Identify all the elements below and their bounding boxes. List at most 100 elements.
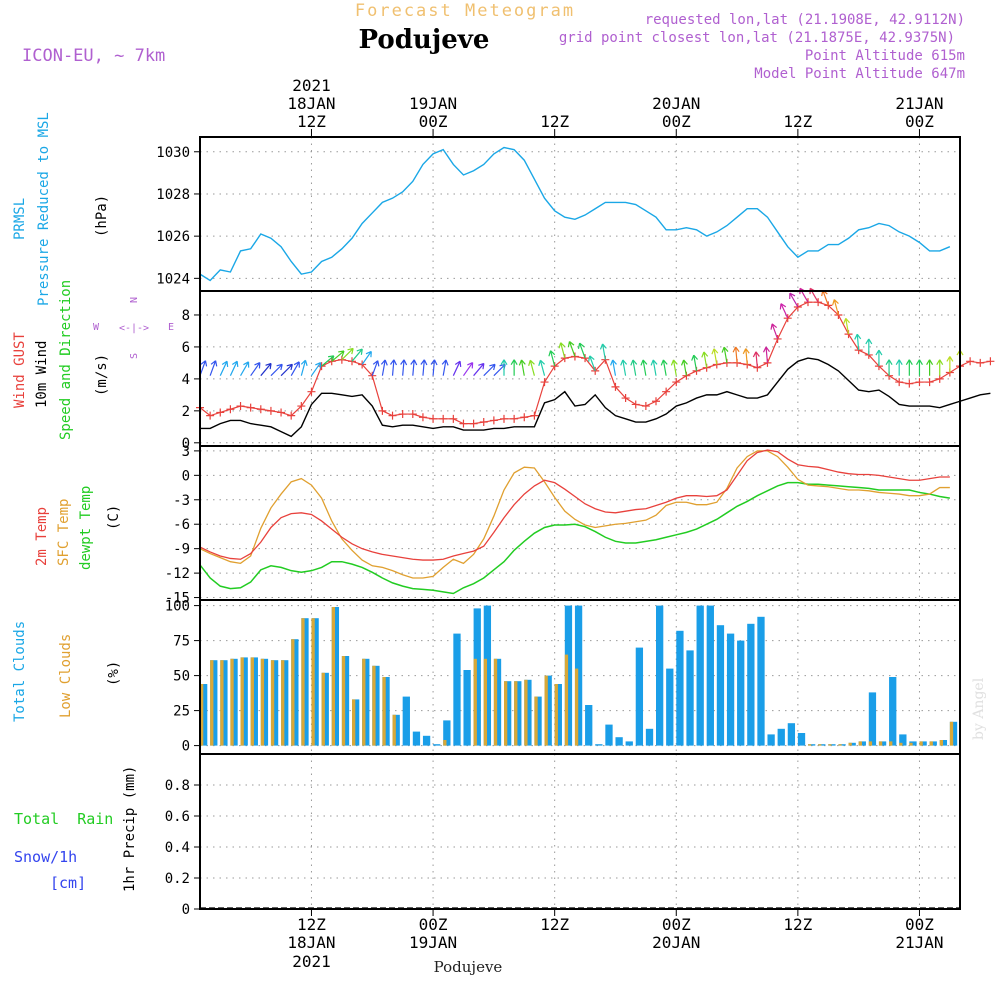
total-cloud-bar — [676, 630, 684, 746]
panel-frame — [199, 290, 961, 447]
wind-direction-arrow — [510, 359, 518, 376]
total-cloud-bar — [392, 714, 400, 746]
total-cloud-bar — [443, 720, 451, 746]
gust-marker — [206, 411, 215, 420]
low-cloud-bar — [574, 668, 579, 746]
low-cloud-bar — [321, 672, 325, 746]
total-cloud-bar — [230, 658, 238, 746]
wind-direction-arrow — [670, 359, 678, 376]
gust-marker — [500, 414, 508, 423]
total-cloud-bar — [291, 639, 299, 746]
wind-direction-arrow — [752, 351, 760, 368]
wind-direction-arrow — [441, 359, 449, 376]
gust-marker — [246, 403, 255, 412]
bottom-hour-label: 12Z — [297, 915, 326, 934]
total-cloud-bar — [412, 731, 421, 746]
total-cloud-bar — [473, 608, 481, 746]
y-tick-label: 2 — [182, 404, 190, 420]
low-cloud-bar — [392, 714, 396, 746]
compass-east: E — [168, 322, 174, 333]
gust-marker — [479, 418, 488, 427]
wind-direction-arrow — [400, 359, 408, 376]
top-hour-label: 12Z — [297, 112, 326, 131]
wind-direction-arrow — [371, 360, 380, 376]
y-tick-label: 0.2 — [165, 871, 190, 887]
wind-direction-arrow — [577, 342, 586, 359]
total-cloud-bar — [463, 670, 471, 746]
location-title: Podujeve — [359, 25, 490, 55]
y-tick-label: 1026 — [156, 229, 190, 245]
total-cloud-bar — [585, 705, 593, 746]
wind-direction-arrow — [240, 361, 250, 376]
bottom-date-label: 19JAN — [409, 933, 457, 952]
total-cloud-bar — [706, 605, 714, 746]
gust-marker — [814, 298, 823, 307]
grid-point-coords: grid point closest lon,lat (21.1875E, 42… — [559, 30, 955, 46]
wind-direction-arrow — [588, 355, 596, 372]
pressure-line — [199, 146, 951, 282]
wind-direction-arrow — [832, 299, 839, 316]
total-cloud-bar — [777, 728, 785, 746]
low-cloud-bar — [240, 657, 244, 746]
wind-direction-arrow — [711, 348, 719, 365]
model-label: ICON-EU, ~ 7km — [22, 46, 165, 66]
gust-label: Wind GUST — [12, 332, 28, 408]
wind-direction-arrow — [548, 350, 556, 367]
low-cloud-bar — [291, 639, 295, 746]
wind-direction-arrow — [885, 359, 893, 376]
gust-marker — [459, 419, 468, 428]
wind-direction-arrow — [361, 350, 372, 365]
sfc-temp-line — [199, 450, 950, 579]
wind-direction-arrow — [209, 360, 218, 376]
wind-direction-arrow — [260, 362, 272, 377]
y-tick-label: 50 — [173, 669, 190, 685]
gust-marker — [449, 414, 458, 423]
top-hour-label: 00Z — [662, 112, 691, 131]
wind-direction-arrow — [701, 351, 709, 368]
wind-direction-arrow — [691, 354, 699, 372]
total-cloud-bar — [382, 677, 390, 746]
y-tick-label: 75 — [173, 634, 190, 650]
wind-direction-arrow — [895, 359, 903, 376]
total-cloud-bar — [493, 658, 502, 746]
wind-direction-arrow — [452, 360, 462, 376]
low-cloud-bar — [210, 660, 214, 746]
model-altitude: Model Point Altitude 647m — [754, 66, 965, 82]
total-cloud-bar — [544, 675, 552, 746]
bottom-date-label: 20JAN — [652, 933, 700, 952]
total-cloud-bar — [352, 699, 360, 746]
total-cloud-bar — [929, 741, 937, 746]
wind-label: 10m Wind — [34, 341, 50, 408]
gust-marker — [408, 410, 417, 419]
total-cloud-bar — [331, 607, 340, 746]
gust-marker — [368, 371, 377, 380]
low-cloud-bar — [564, 654, 569, 746]
clouds-unit: (%) — [106, 661, 122, 686]
gust-marker — [591, 366, 600, 375]
wind-direction-arrow — [854, 333, 862, 351]
y-tick-label: 3 — [182, 444, 190, 460]
wind-direction-arrow — [430, 359, 438, 376]
wind-direction-arrow — [528, 359, 535, 376]
total-cloud-bar — [504, 681, 512, 746]
low-cloud-bar — [200, 684, 204, 746]
total-cloud-bar — [625, 741, 633, 746]
wind-direction-arrow — [558, 342, 566, 359]
wind-direction-arrow — [789, 292, 799, 308]
total-cloud-bar — [787, 723, 796, 746]
wind-direction-arrow — [905, 359, 913, 376]
gust-marker — [469, 419, 478, 428]
low-cloud-bar — [838, 744, 842, 746]
gust-marker — [905, 379, 914, 388]
total-cloud-bar — [666, 668, 674, 746]
gust-marker — [226, 405, 235, 414]
total-cloud-bar — [524, 679, 532, 746]
gust-marker — [652, 397, 660, 406]
gust-marker — [307, 387, 316, 396]
gust-marker — [915, 378, 924, 387]
wind-direction-arrow — [779, 303, 789, 319]
low-cloud-bar — [220, 660, 224, 746]
low-cloud-bar — [828, 744, 832, 746]
requested-coords: requested lon,lat (21.1908E, 42.9112N) — [645, 12, 965, 28]
